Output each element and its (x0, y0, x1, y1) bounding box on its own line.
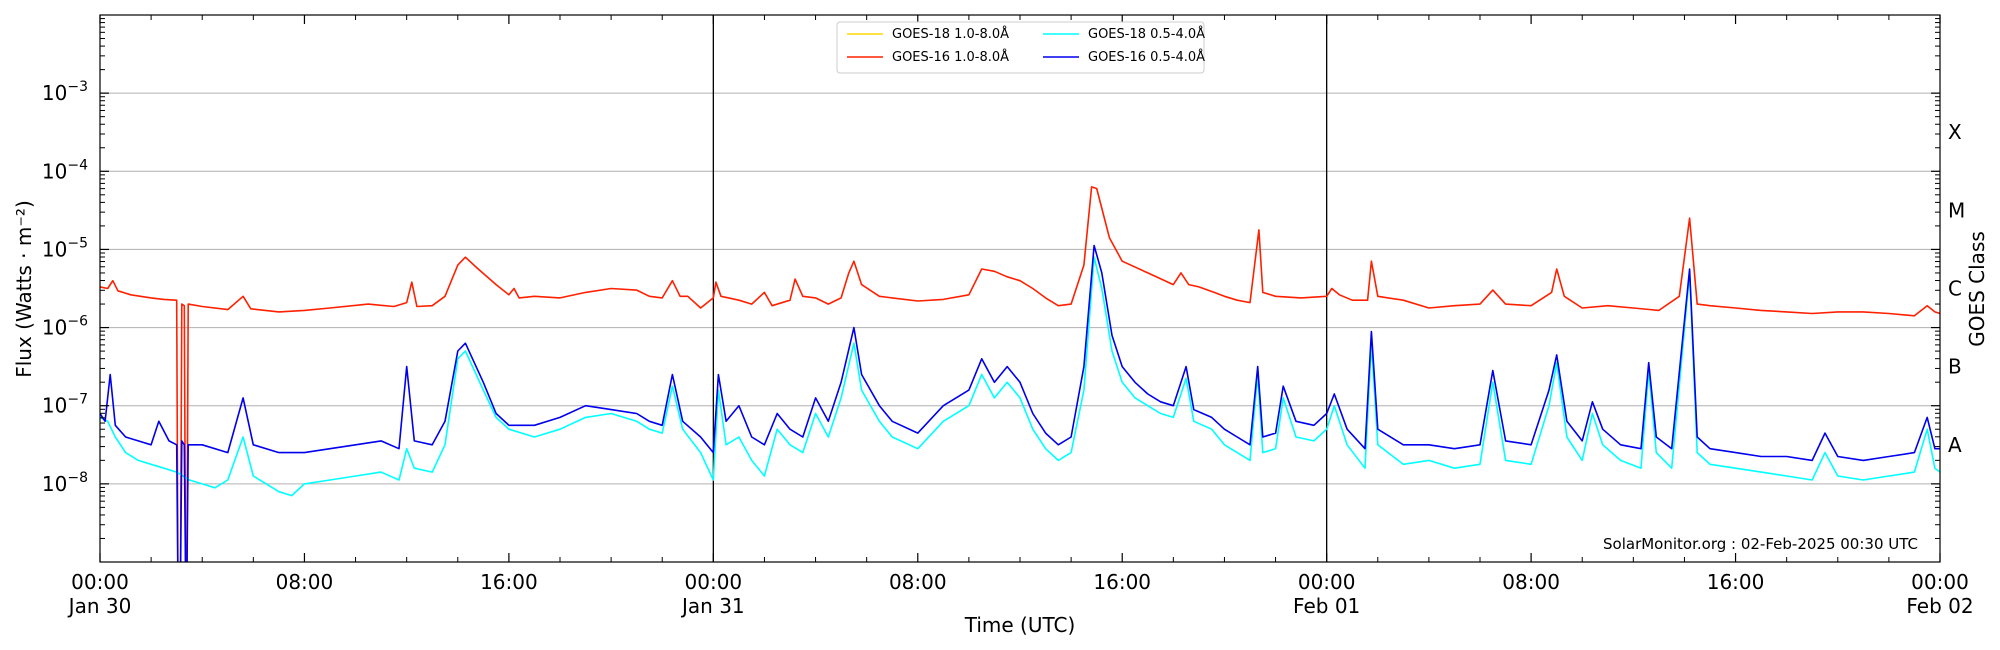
horizontal-grid (100, 92, 1940, 485)
x-tick-time-2: 16:00 (480, 570, 538, 594)
legend-label-3: GOES-16 0.5-4.0Å (1088, 49, 1205, 65)
series-line-goes-18-0-5-4-0- (100, 256, 1940, 497)
x-tick-date-0: Jan 30 (67, 594, 132, 618)
y-tick-label-4: 10−4 (42, 157, 88, 183)
goes-class-M: M (1948, 198, 1965, 222)
y-tick-label-2: 10−6 (42, 314, 88, 340)
x-tick-time-4: 08:00 (889, 570, 947, 594)
y-tick-label-1: 10−7 (42, 392, 88, 418)
axis-ticks (99, 15, 1941, 562)
x-tick-time-8: 16:00 (1707, 570, 1765, 594)
watermark: SolarMonitor.org : 02-Feb-2025 00:30 UTC (1603, 535, 1918, 553)
goes-class-B: B (1948, 355, 1962, 379)
x-tick-time-9: 00:00 (1911, 570, 1969, 594)
x-tick-time-0: 00:00 (71, 570, 129, 594)
legend-box (836, 21, 1205, 74)
y-tick-labels: 10−8 10−7 10−6 10−5 10−4 10−3 (42, 79, 88, 496)
x-tick-time-7: 08:00 (1502, 570, 1560, 594)
y-tick-label-5: 10−3 (42, 79, 88, 105)
legend-label-0: GOES-18 1.0-8.0Å (892, 26, 1009, 42)
series-line-goes-16-0-5-4-0- (100, 244, 1940, 562)
x-axis-title: Time (UTC) (964, 613, 1076, 637)
goes-class-C: C (1948, 277, 1962, 301)
y-tick-label-3: 10−5 (42, 235, 88, 261)
x-tick-date-6: Feb 01 (1293, 594, 1360, 618)
y-axis-title: Flux (Watts · m⁻²) (12, 200, 36, 378)
goes-class-labels: A B C M X (1948, 120, 1965, 457)
legend-label-2: GOES-18 0.5-4.0Å (1088, 26, 1205, 42)
goes-class-A: A (1948, 433, 1962, 457)
x-tick-time-5: 16:00 (1093, 570, 1151, 594)
x-tick-time-6: 00:00 (1298, 570, 1356, 594)
y-axis-right-title: GOES Class (1965, 231, 1989, 347)
goes-class-X: X (1948, 120, 1962, 144)
x-tick-time-1: 08:00 (276, 570, 334, 594)
series-line-goes-16-1-0-8-0- (100, 186, 1940, 562)
x-tick-time-3: 00:00 (685, 570, 743, 594)
y-tick-label-0: 10−8 (42, 470, 88, 496)
legend-label-1: GOES-16 1.0-8.0Å (892, 49, 1009, 65)
x-tick-date-3: Jan 31 (680, 594, 745, 618)
series-lines (100, 186, 1940, 562)
legend: GOES-18 1.0-8.0Å GOES-16 1.0-8.0Å GOES-18 … (836, 21, 1205, 74)
x-tick-date-9: Feb 02 (1906, 594, 1973, 618)
